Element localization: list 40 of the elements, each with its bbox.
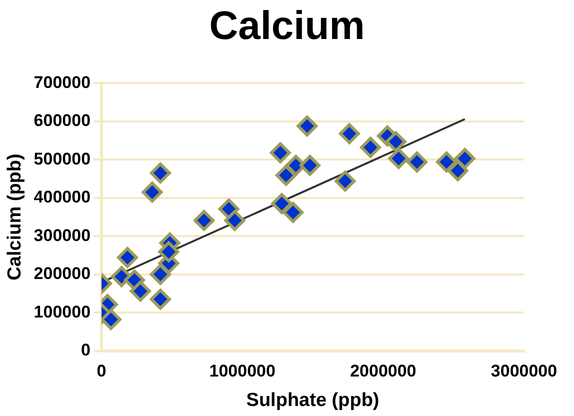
y-tick-label: 300000	[34, 226, 91, 245]
point	[334, 170, 356, 192]
y-tick-label: 400000	[34, 188, 91, 207]
point	[299, 154, 320, 176]
point	[270, 142, 291, 164]
y-axis-title: Calcium (ppb)	[4, 154, 26, 280]
y-tick-label: 100000	[34, 302, 91, 322]
point	[194, 210, 215, 231]
x-tick-label: 2000000	[350, 362, 416, 381]
point	[224, 210, 246, 231]
point	[150, 162, 171, 184]
point	[142, 182, 163, 203]
point	[150, 264, 171, 285]
chart-title: Calcium	[208, 4, 366, 49]
point	[436, 151, 458, 172]
point	[271, 193, 292, 214]
x-tick-label: 0	[96, 362, 106, 381]
point	[338, 123, 360, 144]
point	[385, 131, 406, 152]
point	[388, 148, 410, 170]
point	[276, 164, 297, 186]
point	[454, 148, 476, 170]
point	[158, 241, 180, 262]
x-tick-label: 3000000	[490, 362, 558, 381]
point	[406, 151, 428, 172]
y-tick-label: 200000	[34, 264, 91, 284]
x-tick-label: 1000000	[209, 362, 276, 381]
point	[116, 247, 138, 268]
point	[360, 136, 381, 158]
y-tick-label: 700000	[34, 72, 91, 92]
point	[447, 160, 468, 182]
point	[150, 288, 171, 310]
point	[130, 280, 151, 302]
x-axis-title: Sulphate (ppb)	[246, 390, 380, 411]
point	[296, 116, 318, 137]
point	[102, 308, 122, 330]
y-tick-label: 600000	[34, 111, 91, 130]
y-tick-label: 0	[81, 340, 91, 360]
y-tick-label: 500000	[34, 149, 91, 168]
point	[282, 202, 304, 223]
